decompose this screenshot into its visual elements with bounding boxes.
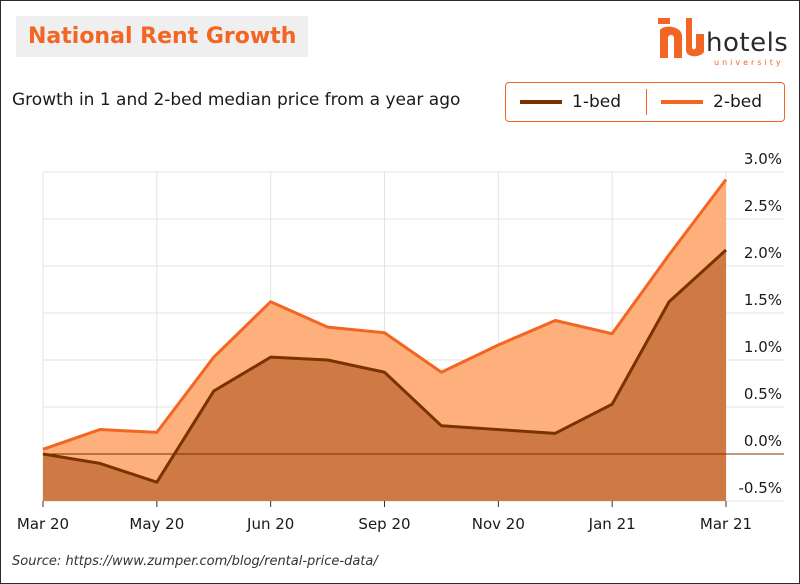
x-tick-label: May 20 [129, 515, 184, 533]
logo-mark-icon [658, 18, 704, 58]
legend-swatch-2-bed [661, 100, 703, 104]
source-note: Source: https://www.zumper.com/blog/rent… [12, 554, 378, 569]
chart-subtitle: Growth in 1 and 2-bed median price from … [12, 90, 461, 110]
legend-item-1-bed: 1-bed [520, 91, 621, 113]
x-tick-label: Sep 20 [358, 515, 410, 533]
y-tick-label: -0.5% [738, 479, 782, 497]
x-tick-label: Nov 20 [472, 515, 525, 533]
y-tick-label: 0.5% [744, 385, 782, 403]
series-lines [42, 178, 784, 484]
legend-label-1-bed: 1-bed [572, 92, 621, 112]
legend-item-2-bed: 2-bed [661, 91, 762, 113]
line-2-bed [42, 178, 728, 451]
brand-logo: hotels university [656, 14, 796, 70]
y-axis-ticks: 3.0% 2.5% 2.0% 1.5% 1.0% 0.5% 0.0% -0.5% [738, 150, 782, 497]
title-box: National Rent Growth [16, 16, 309, 57]
page-title: National Rent Growth [28, 24, 297, 49]
line-1-bed [42, 248, 728, 484]
x-tick-label: Mar 21 [700, 515, 752, 533]
y-tick-label: 3.0% [744, 150, 782, 168]
logo-wordmark: hotels [706, 28, 789, 58]
legend-swatch-1-bed [520, 100, 562, 104]
y-tick-label: 2.0% [744, 244, 782, 262]
area-1-bed [43, 250, 726, 501]
x-tick-label: Jan 21 [588, 515, 636, 533]
legend-divider [646, 89, 647, 115]
y-tick-label: 1.0% [744, 338, 782, 356]
chart-legend: 1-bed 2-bed [505, 82, 785, 122]
series-areas [43, 179, 726, 501]
x-tick-label: Jun 20 [246, 515, 294, 533]
y-tick-label: 2.5% [744, 197, 782, 215]
y-tick-label: 0.0% [744, 432, 782, 450]
logo-subtext: university [714, 58, 784, 67]
x-axis-ticks: Mar 20 May 20 Jun 20 Sep 20 Nov 20 Jan 21 Mar … [17, 501, 752, 533]
x-tick-label: Mar 20 [17, 515, 69, 533]
legend-label-2-bed: 2-bed [713, 92, 762, 112]
y-tick-label: 1.5% [744, 291, 782, 309]
